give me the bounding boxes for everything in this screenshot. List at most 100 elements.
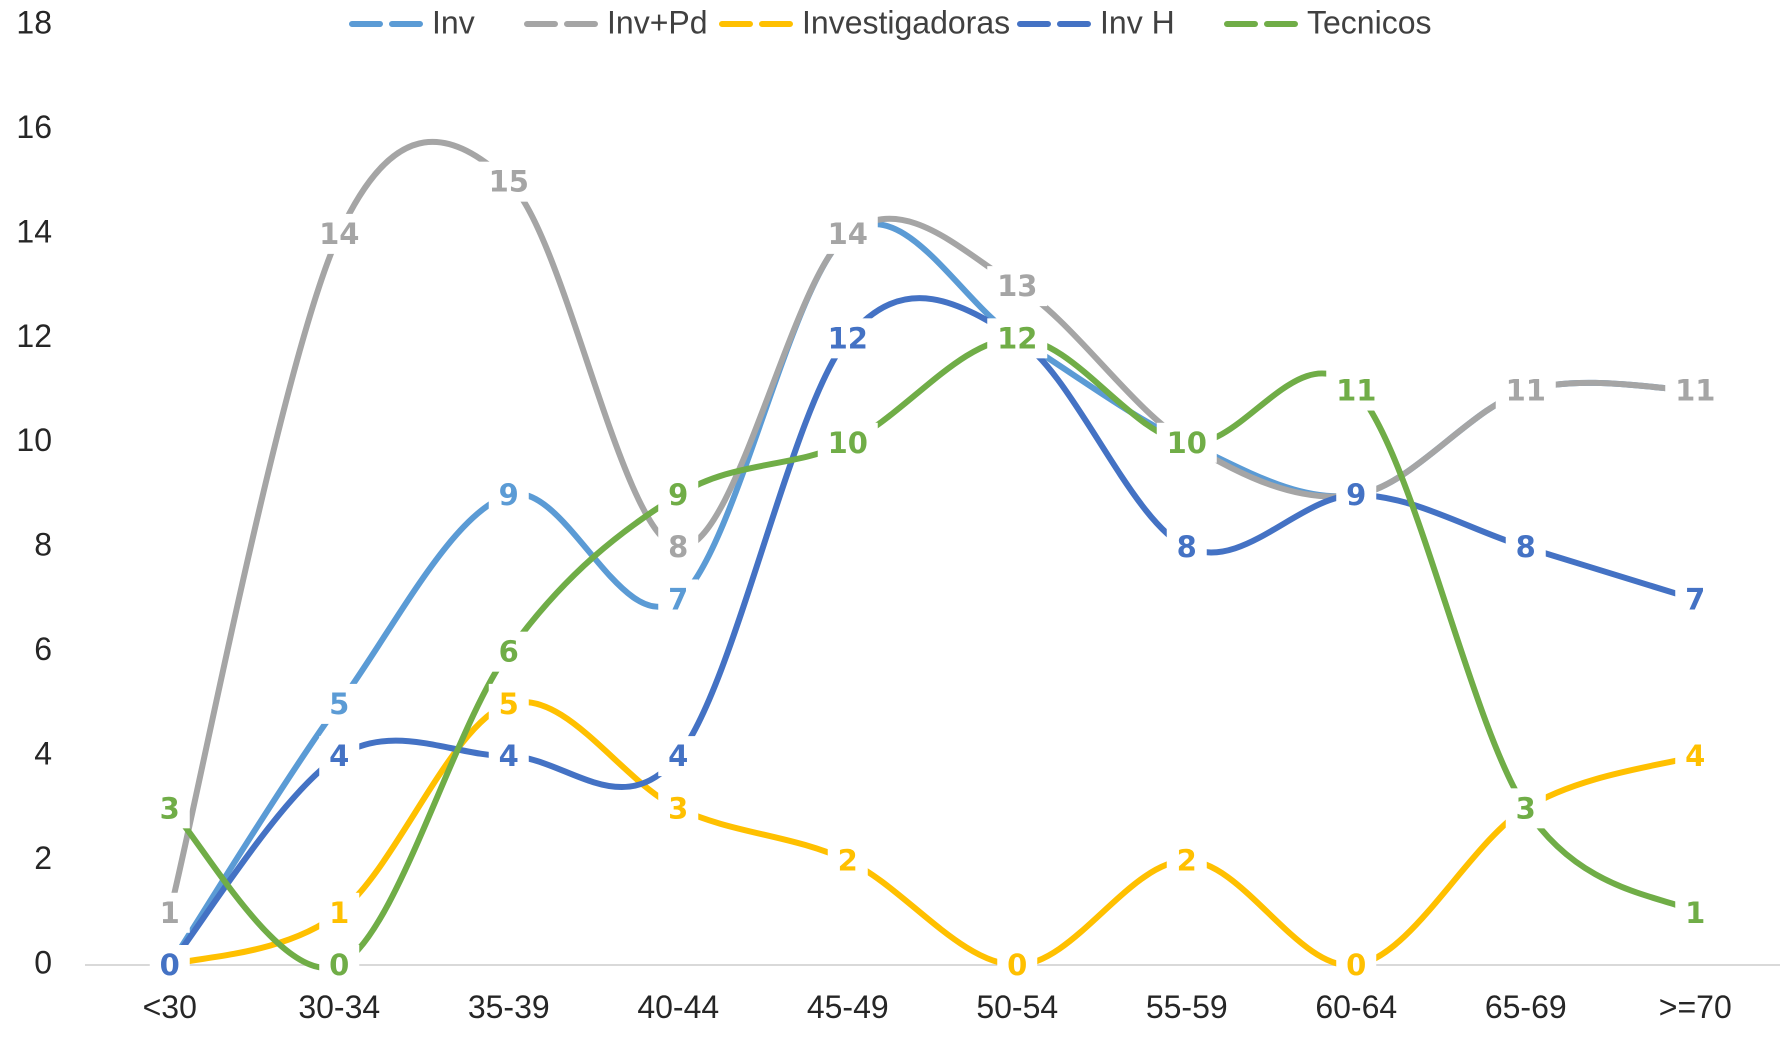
data-label-background [149, 788, 190, 829]
y-axis: 0 2 4 6 8 10 12 14 16 18 [16, 4, 52, 980]
data-label-tecnicos: 11 [1336, 374, 1376, 408]
data-label-inv: 7 [668, 582, 688, 616]
data-label-investigadoras: 1 [329, 896, 349, 930]
legend-label: Inv H [1100, 4, 1175, 40]
data-label-background [1665, 370, 1726, 411]
data-label-inv-pd: 11 [1506, 374, 1546, 408]
data-label-background [478, 161, 539, 202]
data-label-background [1166, 527, 1207, 568]
y-tick-label: 10 [16, 422, 52, 458]
x-tick-label: 45-49 [807, 989, 889, 1025]
x-tick-label: 40-44 [637, 989, 719, 1025]
series-line-investigadoras [166, 698, 1699, 969]
legend-item-inv: Inv [349, 4, 475, 40]
data-label-background [149, 892, 190, 933]
data-label-tecnicos: 3 [1516, 791, 1536, 825]
series-layer [166, 138, 1699, 971]
data-label-inv-pd: 15 [489, 165, 529, 199]
data-label-background [149, 945, 190, 985]
data-label-inv: 5 [329, 687, 349, 721]
data-label-investigadoras: 0 [1007, 948, 1027, 982]
data-label-investigadoras: 5 [499, 687, 519, 721]
data-label-background [658, 579, 699, 620]
series-line-inv-h [166, 295, 1699, 968]
data-label-background [319, 945, 360, 985]
data-label-inv-pd: 14 [828, 217, 868, 251]
data-label-inv-h: 4 [329, 739, 349, 773]
legend-label: Inv+Pd [607, 4, 708, 40]
data-label-background [319, 736, 360, 777]
data-label-background [997, 945, 1038, 985]
data-label-inv-h: 4 [668, 739, 688, 773]
data-label-background [987, 266, 1048, 307]
data-label-investigadoras: 2 [1177, 844, 1197, 878]
data-label-background [658, 475, 699, 515]
legend-label: Investigadoras [802, 4, 1010, 40]
data-label-inv-pd: 11 [1675, 374, 1715, 408]
data-label-background [1336, 945, 1377, 985]
y-tick-label: 0 [34, 944, 52, 980]
data-label-inv-h: 12 [828, 321, 868, 355]
x-axis: <30 30-34 35-39 40-44 45-49 50-54 55-59 60-64 65… [85, 964, 1780, 1025]
data-label-tecnicos: 9 [668, 478, 688, 512]
data-label-investigadoras: 2 [838, 844, 858, 878]
legend: Inv Inv+Pd Investigadoras Inv H Tecnicos [349, 4, 1432, 40]
y-tick-label: 6 [34, 631, 52, 667]
x-tick-label: 60-64 [1315, 989, 1397, 1025]
y-tick-label: 2 [34, 840, 52, 876]
data-label-inv-pd: 1 [160, 896, 180, 930]
data-label-background [1505, 788, 1546, 829]
y-tick-label: 18 [16, 4, 52, 40]
data-label-inv: 9 [499, 478, 519, 512]
data-label-tecnicos: 6 [499, 635, 519, 669]
data-label-background [658, 736, 699, 777]
data-label-background [658, 527, 699, 568]
legend-label: Inv [432, 4, 475, 40]
data-label-inv-h: 8 [1516, 530, 1536, 564]
x-tick-label: 30-34 [298, 989, 380, 1025]
x-tick-label: 50-54 [976, 989, 1058, 1025]
data-label-investigadoras: 4 [1685, 739, 1705, 773]
data-label-inv-h: 7 [1685, 582, 1705, 616]
data-label-tecnicos: 0 [329, 948, 349, 982]
legend-item-tecnicos: Tecnicos [1224, 4, 1432, 40]
data-label-tecnicos: 3 [160, 791, 180, 825]
series-line-tecnicos [166, 335, 1699, 971]
data-label-background [1505, 527, 1546, 568]
x-tick-label: 65-69 [1485, 989, 1567, 1025]
data-label-inv-pd: 14 [319, 217, 359, 251]
data-label-background [1336, 475, 1377, 515]
data-label-background [987, 318, 1048, 359]
data-label-background [658, 788, 699, 829]
data-label-background [319, 683, 360, 724]
data-label-background [817, 422, 878, 463]
x-tick-label: 55-59 [1146, 989, 1228, 1025]
data-label-background [488, 475, 529, 515]
data-label-background [319, 892, 360, 933]
data-label-background [488, 631, 529, 672]
data-label-inv-pd: 13 [997, 269, 1037, 303]
data-label-tecnicos: 10 [828, 426, 868, 460]
data-label-background [488, 683, 529, 724]
data-label-investigadoras: 3 [668, 791, 688, 825]
data-label-inv-h: 0 [160, 948, 180, 982]
x-tick-label: <30 [143, 989, 197, 1025]
data-label-background [1326, 370, 1387, 411]
y-tick-label: 8 [34, 527, 52, 563]
data-label-background [488, 736, 529, 777]
data-label-background [827, 840, 868, 881]
data-label-background [1675, 579, 1716, 620]
data-label-inv-pd: 8 [668, 530, 688, 564]
data-label-tecnicos: 10 [1167, 426, 1207, 460]
x-tick-label: 35-39 [468, 989, 550, 1025]
data-label-background [817, 318, 878, 359]
x-tick-label: >=70 [1659, 989, 1732, 1025]
data-label-inv-h: 9 [1346, 478, 1366, 512]
data-label-investigadoras: 0 [1346, 948, 1366, 982]
y-tick-label: 12 [16, 318, 52, 354]
y-tick-label: 14 [16, 213, 52, 249]
y-tick-label: 4 [34, 736, 52, 772]
